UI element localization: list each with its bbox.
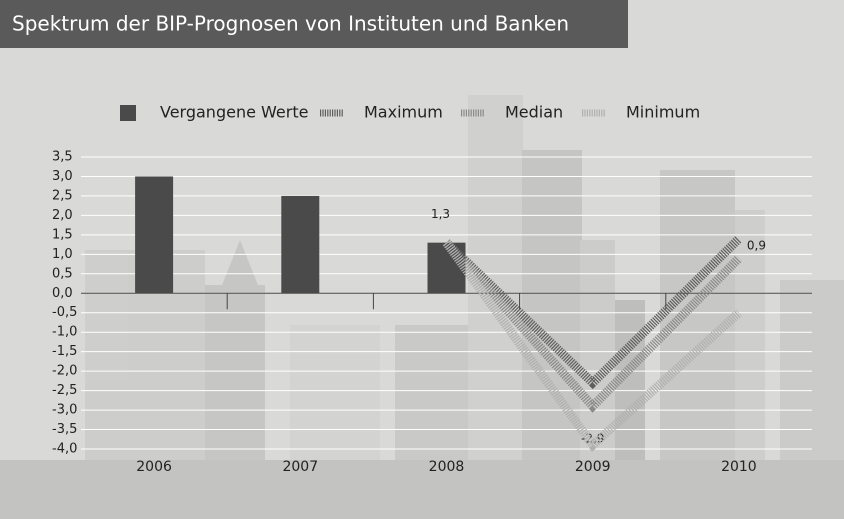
chart: Spektrum der BIP-Prognosen von Institute… bbox=[0, 0, 844, 519]
y-tick-label: -1,5 bbox=[52, 344, 77, 359]
y-tick-label: -2,5 bbox=[52, 383, 77, 398]
legend-label: Minimum bbox=[626, 103, 700, 122]
y-tick-label: -2,0 bbox=[52, 364, 77, 379]
y-tick-label: -1,0 bbox=[52, 325, 77, 340]
legend-swatch bbox=[120, 105, 136, 121]
x-tick-label: 2006 bbox=[136, 459, 172, 475]
y-tick-label: 1,5 bbox=[52, 227, 73, 242]
x-tick-label: 2009 bbox=[575, 459, 611, 475]
x-tick-label: 2008 bbox=[429, 459, 465, 475]
bar bbox=[281, 196, 319, 293]
y-tick-label: 2,5 bbox=[52, 188, 73, 203]
y-tick-label: 1,0 bbox=[52, 247, 73, 262]
y-tick-label: 0,5 bbox=[52, 266, 73, 281]
x-tick-label: 2010 bbox=[721, 459, 757, 475]
y-tick-label: 2,0 bbox=[52, 208, 73, 223]
bar bbox=[135, 176, 173, 293]
y-tick-label: -4,0 bbox=[52, 442, 77, 457]
y-tick-label: -0,5 bbox=[52, 305, 77, 320]
y-tick-label: -3,0 bbox=[52, 403, 77, 418]
y-tick-label: 3,5 bbox=[52, 150, 73, 165]
legend-label: Median bbox=[505, 103, 563, 122]
x-tick-label: 2007 bbox=[282, 459, 318, 475]
y-tick-label: -3,5 bbox=[52, 422, 77, 437]
legend-label: Vergangene Werte bbox=[160, 103, 308, 122]
y-tick-label: 3,0 bbox=[52, 169, 73, 184]
value-label: 0,9 bbox=[747, 239, 766, 253]
y-tick-label: 0,0 bbox=[52, 286, 73, 301]
value-label: 1,3 bbox=[431, 207, 450, 221]
legend-label: Maximum bbox=[364, 103, 443, 122]
chart-title: Spektrum der BIP-Prognosen von Institute… bbox=[12, 12, 569, 36]
